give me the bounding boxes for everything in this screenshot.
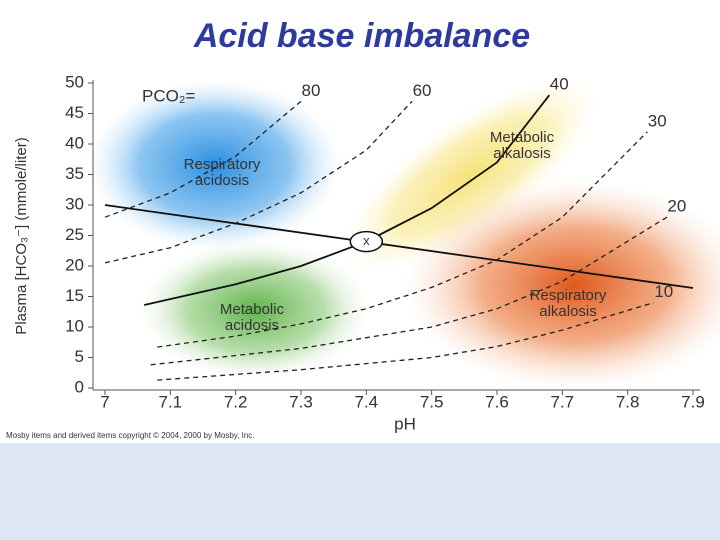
y-tick-label: 30 — [65, 194, 84, 213]
y-tick-label: 35 — [65, 164, 84, 183]
x-tick-label: 7.4 — [355, 392, 379, 411]
region-label: Metabolic acidosis — [220, 301, 285, 334]
metabolic-alkalosis-zone — [343, 77, 597, 273]
x-tick-label: 7 — [100, 392, 109, 411]
slide-title: Acid base imbalance — [193, 17, 530, 55]
series-label: 60 — [413, 81, 432, 100]
y-tick-label: 0 — [75, 377, 84, 396]
region-label: Respiratory acidosis — [184, 156, 261, 189]
normal-point-label: x — [363, 233, 370, 248]
series-line — [104, 204, 694, 289]
region-label-line: Respiratory — [184, 156, 261, 173]
y-tick-label: 50 — [65, 72, 84, 91]
region-label-line: Respiratory — [530, 287, 607, 304]
y-tick-label: 25 — [65, 225, 84, 244]
series-label: 30 — [648, 111, 667, 130]
region-label: Metabolic alkalosis — [490, 129, 555, 162]
y-tick-label: 15 — [65, 286, 84, 305]
x-tick-label: 7.9 — [681, 392, 705, 411]
x-tick-label: 7.8 — [616, 392, 640, 411]
series-label: 10 — [654, 282, 673, 301]
x-tick-label: 7.1 — [159, 392, 183, 411]
y-tick-label: 40 — [65, 133, 84, 152]
y-tick-label: 45 — [65, 103, 84, 122]
y-tick-label: 20 — [65, 255, 84, 274]
y-axis-label: Plasma [HCO₃⁻] (mmole/liter) — [13, 137, 30, 334]
region-label-line: acidosis — [195, 172, 249, 189]
region-label-line: alkalosis — [493, 145, 551, 162]
y-tick-label: 5 — [75, 347, 84, 366]
series-line — [150, 216, 668, 366]
region-label-line: acidosis — [225, 317, 279, 334]
region-label: Respiratory alkalosis — [530, 287, 607, 320]
bottom-band — [0, 443, 720, 540]
region-label-line: Metabolic — [220, 301, 285, 318]
x-tick-label: 7.5 — [420, 392, 444, 411]
region-label-line: Metabolic — [490, 129, 555, 146]
metabolic-acidosis-zone — [140, 240, 370, 380]
series-label: 20 — [667, 197, 686, 216]
series-line — [157, 301, 654, 381]
legend-title: PCO₂= — [142, 86, 195, 105]
series-label: 40 — [550, 75, 569, 94]
x-tick-label: 7.3 — [289, 392, 313, 411]
region-label-line: alkalosis — [539, 303, 597, 320]
x-axis-label: pH — [394, 414, 416, 433]
series-label: 80 — [302, 81, 321, 100]
normal-point — [349, 230, 384, 253]
x-tick-label: 7.7 — [551, 392, 575, 411]
y-tick-label: 10 — [65, 316, 84, 335]
series-line — [104, 100, 413, 264]
x-tick-label: 7.2 — [224, 392, 248, 411]
x-tick-label: 7.6 — [485, 392, 509, 411]
footnote: Mosby items and derived items copyright … — [6, 431, 255, 440]
respiratory-acidosis-zone — [90, 80, 340, 250]
series-line — [157, 131, 648, 348]
